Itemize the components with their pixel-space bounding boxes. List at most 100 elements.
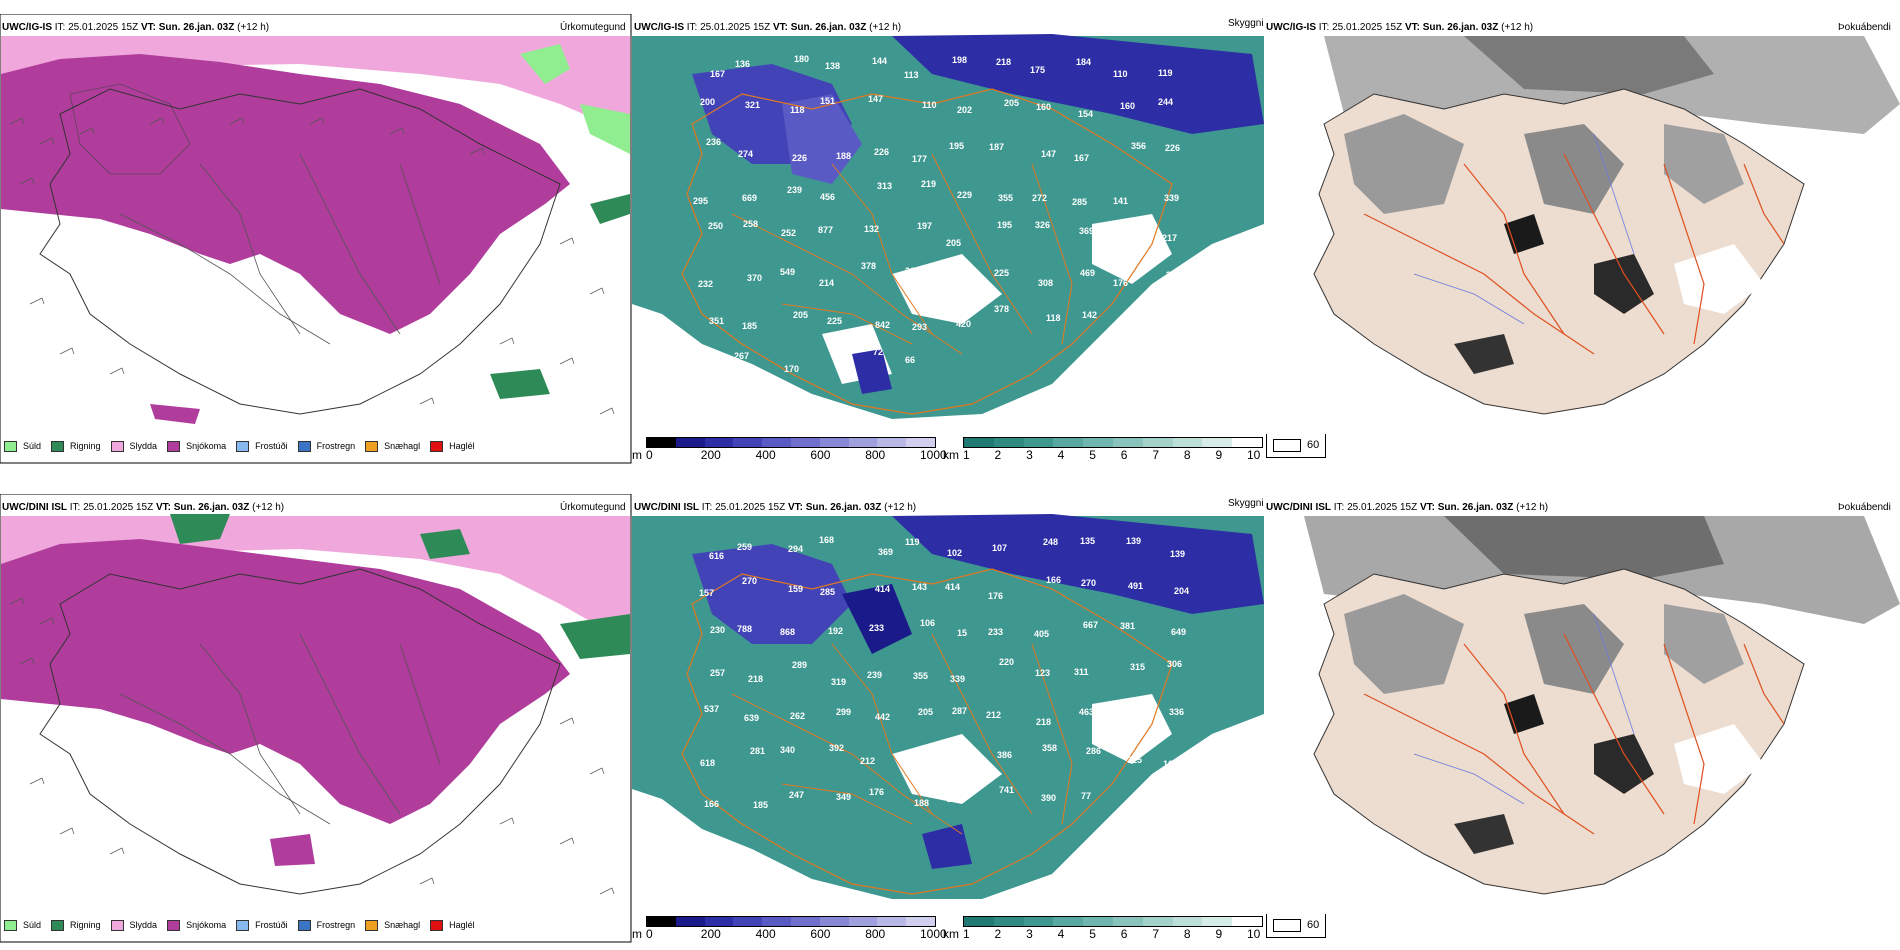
colorbar-cell <box>647 917 676 926</box>
lead-time: (+12 h) <box>1516 502 1549 513</box>
ceiling-value-label: 639 <box>744 713 759 723</box>
ceiling-value-label: 118 <box>1046 313 1061 323</box>
legend-swatch <box>51 440 65 452</box>
legend-swatch <box>430 919 444 931</box>
legend-label: Snjókoma <box>186 920 227 930</box>
ceiling-value-label: 142 <box>1082 310 1097 320</box>
legend-item: Rigning <box>51 440 101 452</box>
colorbar-strip <box>963 916 1263 927</box>
colorbar-cell <box>819 438 849 447</box>
ceiling-value-label: 233 <box>988 627 1003 637</box>
legend-label: Slydda <box>129 441 158 451</box>
ceiling-value-label: 15 <box>957 628 967 638</box>
ceiling-value-label: 618 <box>700 758 715 768</box>
ceiling-value-label: 176 <box>1113 278 1128 288</box>
ceiling-value-label: 107 <box>992 543 1007 553</box>
legend-label: Frostregn <box>316 441 356 451</box>
ceiling-value-label: 272 <box>1032 193 1047 203</box>
legend-label: Haglél <box>449 441 475 451</box>
colorbar-cell <box>848 917 878 926</box>
legend-item: Súld <box>4 919 41 931</box>
colorbar-tick-label: 10 <box>1247 927 1261 941</box>
ceiling-value-label: 135 <box>1080 536 1095 546</box>
bottom-right-title: Þokuábendi <box>1838 502 1891 513</box>
colorbar-cell <box>1142 438 1173 447</box>
legend-item: Rigning <box>51 919 101 931</box>
ceiling-value-label: 325 <box>1127 755 1142 765</box>
ceiling-value-label: 285 <box>820 587 835 597</box>
legend-item: Haglél <box>430 919 475 931</box>
colorbar-cell <box>906 917 935 926</box>
colorbar-tick-label: 4 <box>1057 448 1065 462</box>
colorbar-tick-label: 6 <box>1120 927 1128 941</box>
bottom-ceiling-values: 616 259 294 168 369 119 102 107 248 135 139 139 157 2… <box>699 535 1189 811</box>
ceiling-value-label: 289 <box>792 660 807 670</box>
precip-legend-bottom: Súld Rigning Slydda Snjókoma Frostúði Frostre… <box>4 916 485 934</box>
fog-white-label: 60 <box>1307 919 1320 931</box>
valid-time: Sun. 26.jan. 03Z <box>1437 502 1514 513</box>
fog-white-swatch <box>1273 439 1301 452</box>
ceiling-value-label: 187 <box>989 142 1004 152</box>
model-name: UWC/DINI ISL <box>2 502 67 513</box>
legend-swatch <box>110 919 124 931</box>
ceiling-value-label: 205 <box>793 310 808 320</box>
ceiling-value-label: 233 <box>869 623 884 633</box>
valid-label: VT: <box>1404 22 1420 33</box>
legend-item: Súld <box>4 440 41 452</box>
ceiling-value-label: 192 <box>828 626 843 636</box>
init-time: IT: 25.01.2025 15Z <box>69 502 154 513</box>
ceiling-value-label: 355 <box>709 358 724 368</box>
init-time: IT: 25.01.2025 15Z <box>1333 502 1418 513</box>
colorbar-cell <box>762 438 791 447</box>
ceiling-value-label: 270 <box>742 576 757 586</box>
ceiling-value-label: 147 <box>868 94 883 104</box>
ceiling-value-label: 339 <box>1164 193 1179 203</box>
legend-item: Slydda <box>110 440 158 452</box>
legend-label: Snæhagl <box>384 441 421 451</box>
ceiling-value-label: 414 <box>875 584 890 594</box>
ceiling-value-label: 537 <box>704 704 719 714</box>
ceiling-value-label: 202 <box>957 105 972 115</box>
precip-type-map-bottom <box>0 494 632 944</box>
ceiling-value-label: 33 <box>1157 801 1167 811</box>
valid-time: Sun. 26.jan. 03Z <box>173 502 250 513</box>
ceiling-value-label: 281 <box>750 746 765 756</box>
ceiling-value-label: 212 <box>986 710 1001 720</box>
ceiling-value-label: 166 <box>1046 575 1061 585</box>
colorbar-tick-label: 2 <box>994 927 1002 941</box>
ceiling-value-label: 151 <box>820 96 835 106</box>
visibility-colorbar-bottom: km 1 2 3 4 5 6 7 8 9 10 <box>943 916 1265 950</box>
legend-item: Slydda <box>110 919 157 931</box>
colorbar-tick-label: 7 <box>1152 927 1160 941</box>
ceiling-value-label: 315 <box>1130 662 1145 672</box>
colorbar-cell <box>1172 438 1203 447</box>
colorbar-unit: m <box>632 927 642 941</box>
colorbar-cell <box>848 438 878 447</box>
colorbar-cell <box>704 917 734 926</box>
colorbar-cell <box>993 917 1024 926</box>
ceiling-value-label: 225 <box>994 268 1009 278</box>
colorbar-unit: km <box>943 448 959 462</box>
ceiling-value-label: 868 <box>780 627 795 637</box>
ceiling-value-label: 319 <box>831 677 846 687</box>
ceiling-value-label: 177 <box>912 154 927 164</box>
colorbar-tick-label: 400 <box>755 448 776 462</box>
colorbar-cell <box>819 917 849 926</box>
ceiling-value-label: 311 <box>1166 270 1181 280</box>
colorbar-cell <box>1053 917 1084 926</box>
ceiling-value-label: 239 <box>947 794 962 804</box>
visibility-map-top: 167 136 180 138 144 113 198 218 175 184 110 119 200 3… <box>632 14 1264 464</box>
colorbar-cell <box>675 917 705 926</box>
ceiling-value-label: 311 <box>1074 667 1089 677</box>
ceiling-value-label: 138 <box>825 61 840 71</box>
fog-white-label: 60 <box>1307 439 1320 451</box>
colorbar-cell <box>790 438 820 447</box>
legend-label: Frostúði <box>255 441 288 451</box>
ceiling-value-label: 218 <box>748 674 763 684</box>
colorbar-tick-label: 1000 <box>920 448 947 462</box>
ceiling-value-label: 294 <box>788 544 803 554</box>
ceiling-value-label: 287 <box>952 706 967 716</box>
ceiling-value-label: 211 <box>1131 233 1146 243</box>
ceiling-value-label: 185 <box>753 800 768 810</box>
legend-swatch <box>167 440 181 452</box>
